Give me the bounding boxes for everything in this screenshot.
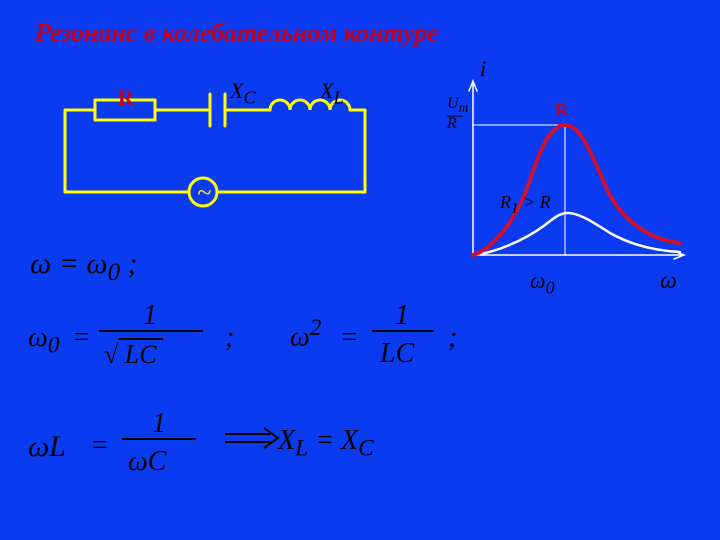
circuit-source-tilde: ~ <box>197 178 211 208</box>
circuit-Xl-label: XL <box>320 78 344 108</box>
formula-f4_eq: = <box>90 430 109 462</box>
fraction-bar-f3_bar <box>372 330 434 332</box>
formula-f3_lhs: ω2 <box>290 315 321 353</box>
fraction-bar-f2_bar <box>99 330 203 332</box>
formula-f3_den: LC <box>380 338 414 370</box>
circuit-R-label: R <box>118 85 134 111</box>
formula-f3_eq: = <box>340 322 359 354</box>
circuit-Xc-label: XC <box>230 78 256 108</box>
formula-f2_num: 1 <box>143 300 157 332</box>
graph-w-axis-label: ω <box>660 268 677 295</box>
formula-f4_den: ωC <box>128 446 166 478</box>
formula-f3_semi: ; <box>448 322 457 354</box>
formula-f1: ω = ω0 ; <box>30 247 138 287</box>
formula-f2_lhs: ω0 <box>28 322 59 360</box>
graph-R-curve-label: R <box>555 100 568 121</box>
graph-UmR-label: Um―R <box>447 100 468 129</box>
page-title: Резонанс в колебательном контуре <box>35 18 439 48</box>
formula-f2_den: √ LC <box>104 340 163 370</box>
formula-f2_eq: = <box>72 322 91 354</box>
implies-arrow <box>225 425 282 451</box>
graph-i-axis-label: i <box>480 56 486 82</box>
fraction-bar-f4_bar <box>122 438 196 440</box>
formula-f2_semi: ; <box>225 322 234 354</box>
graph-R1gtR-label: R1 > R <box>500 192 551 218</box>
graph-w0-label: ω0 <box>530 268 555 298</box>
formula-f4_lhs: ωL <box>28 430 66 464</box>
formula-f5: XL = XC <box>278 425 374 463</box>
formula-f4_num: 1 <box>152 408 166 440</box>
formula-f3_num: 1 <box>395 300 409 332</box>
